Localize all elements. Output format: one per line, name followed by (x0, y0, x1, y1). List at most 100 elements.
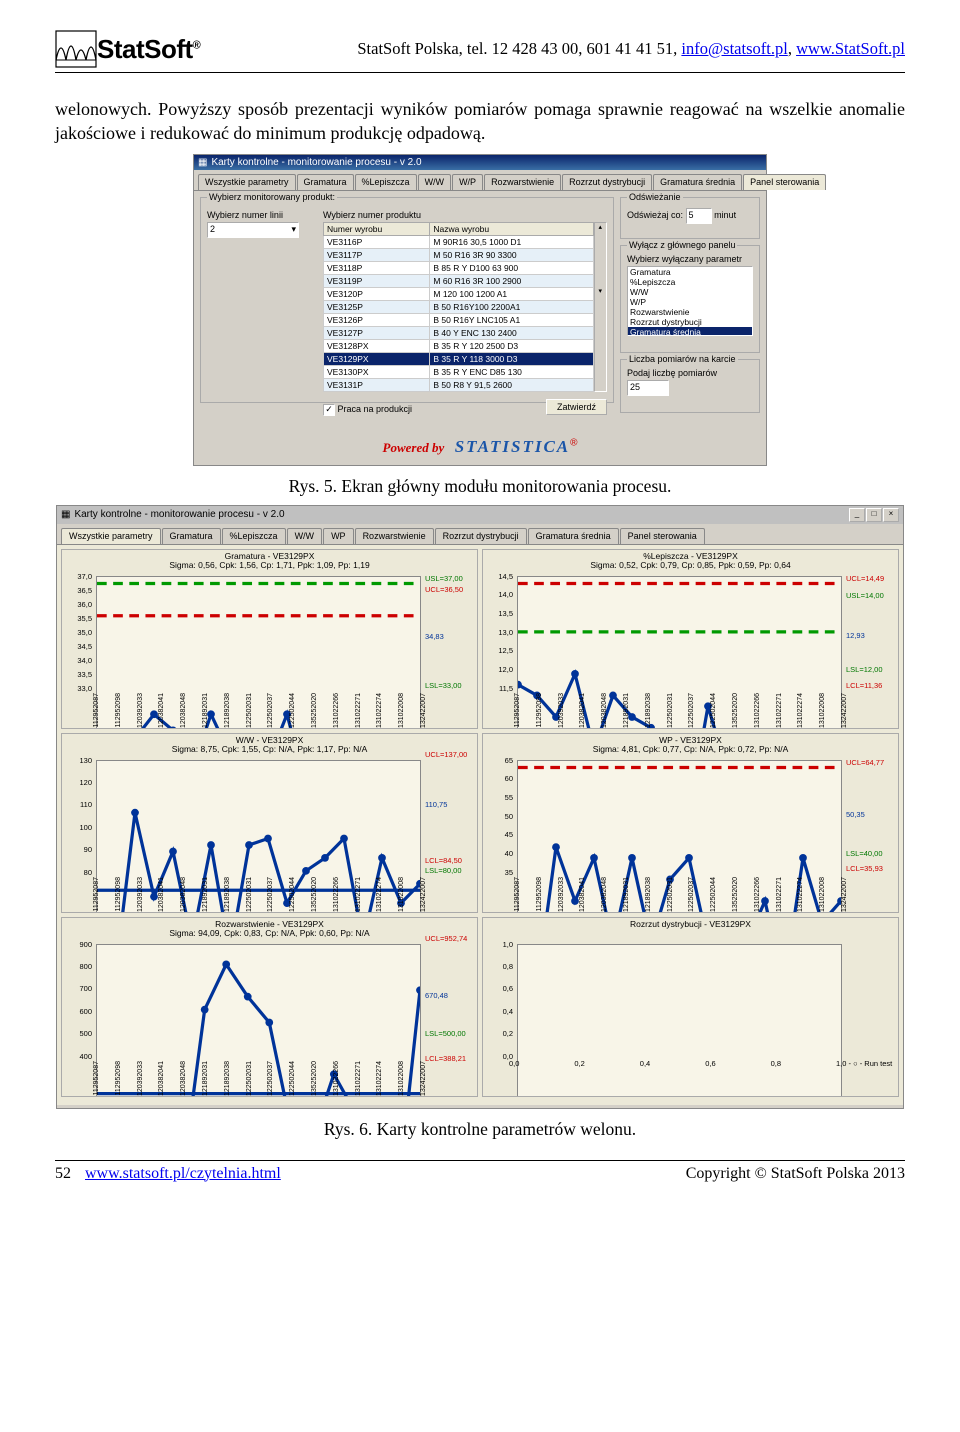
count-input[interactable]: 25 (627, 380, 669, 396)
tab-rozwarstwienie[interactable]: Rozwarstwienie (355, 528, 434, 544)
table-row[interactable]: VE3120PM 120 100 1200 A1 (324, 287, 594, 300)
limit-label: 670,48 (425, 991, 475, 1000)
maximize-button[interactable]: □ (866, 508, 882, 522)
x-tick: 120382041 (158, 877, 165, 912)
header-site-link[interactable]: www.StatSoft.pl (796, 39, 905, 58)
chart-panel-1: %Lepiszcza - VE3129PXSigma: 0,52, Cpk: 0… (482, 549, 899, 729)
tab-rozwarstwienie[interactable]: Rozwarstwienie (484, 174, 561, 190)
chart-title: Gramatura - VE3129PXSigma: 0,56, Cpk: 1,… (62, 550, 477, 572)
tab-rozrzut-dystrybucji[interactable]: Rozrzut dystrybucji (562, 174, 652, 190)
tab-gramatura[interactable]: Gramatura (297, 174, 354, 190)
chart-panel-5: Rozrzut dystrybucji - VE3129PX1,00,80,60… (482, 917, 899, 1097)
table-row[interactable]: VE3127PB 40 Y ENC 130 2400 (324, 326, 594, 339)
footer-link[interactable]: www.statsoft.pl/czytelnia.html (85, 1165, 281, 1182)
table-row[interactable]: VE3126PB 50 R16Y LNC105 A1 (324, 313, 594, 326)
y-tick: 11,5 (485, 684, 513, 693)
refresh-value[interactable]: 5 (686, 208, 712, 224)
list-item[interactable]: Rozwarstwienie (628, 307, 752, 317)
x-tick: 132422007 (841, 877, 848, 912)
x-tick: 122502037 (267, 693, 274, 728)
table-row[interactable]: VE3118PB 85 R Y D100 63 900 (324, 261, 594, 274)
logo-text: StatSoft® (97, 34, 200, 65)
production-checkbox[interactable]: ✓ Praca na produkcji (323, 404, 412, 416)
x-tick: 112952087 (93, 1061, 100, 1096)
tab-w-p[interactable]: W/P (452, 174, 483, 190)
tab-gramatura-rednia[interactable]: Gramatura średnia (528, 528, 619, 544)
limit-label: LCL=11,36 (846, 681, 896, 690)
x-tick: 135252020 (732, 877, 739, 912)
table-row[interactable]: VE3125PB 50 R16Y100 2200A1 (324, 300, 594, 313)
table-row[interactable]: VE3130PXB 35 R Y ENC D85 130 (324, 365, 594, 378)
tab-gramatura-rednia[interactable]: Gramatura średnia (653, 174, 742, 190)
x-tick: 112952087 (514, 877, 521, 912)
header-email-link[interactable]: info@statsoft.pl (681, 39, 787, 58)
list-item[interactable]: W/W (628, 287, 752, 297)
table-row[interactable]: VE3129PXB 35 R Y 118 3000 D3 (324, 352, 594, 365)
x-tick: 132422007 (420, 1061, 427, 1096)
y-tick: 12,0 (485, 665, 513, 674)
tab-w-w[interactable]: W/W (287, 528, 323, 544)
x-tick: 120392033 (558, 693, 565, 728)
x-tick: 131022266 (333, 877, 340, 912)
limit-label: 12,93 (846, 631, 896, 640)
powered-by: Powered by STATISTICA® (194, 437, 766, 457)
x-tick: 131022271 (776, 693, 783, 728)
x-tick: 0,0 (509, 1059, 519, 1068)
tab--lepiszcza[interactable]: %Lepiszcza (222, 528, 286, 544)
y-tick: 34,0 (64, 656, 92, 665)
limit-label: UCL=137,00 (425, 750, 475, 759)
tab--lepiszcza[interactable]: %Lepiszcza (355, 174, 417, 190)
line-number-select[interactable]: 2▾ (207, 222, 299, 238)
x-tick: 0,2 (574, 1059, 584, 1068)
y-tick: 14,0 (485, 590, 513, 599)
page-header: StatSoft® StatSoft Polska, tel. 12 428 4… (55, 30, 905, 73)
x-tick: 112952098 (115, 693, 122, 728)
param-listbox[interactable]: Gramatura%LepiszczaW/WW/PRozwarstwienieR… (627, 266, 753, 336)
list-item[interactable]: Gramatura średnia (628, 327, 752, 336)
list-item[interactable]: Rozrzut dystrybucji (628, 317, 752, 327)
limit-label: LSL=500,00 (425, 1029, 475, 1038)
tab-wszystkie-parametry[interactable]: Wszystkie parametry (198, 174, 296, 190)
limit-label: USL=14,00 (846, 591, 896, 600)
limit-label: 50,35 (846, 810, 896, 819)
tab-panel-sterowania[interactable]: Panel sterowania (620, 528, 705, 544)
y-tick: 100 (64, 823, 92, 832)
close-button[interactable]: × (883, 508, 899, 522)
limit-label: LSL=80,00 (425, 866, 475, 875)
confirm-button[interactable]: Zatwierdź (546, 399, 607, 415)
tab-panel-sterowania[interactable]: Panel sterowania (743, 174, 826, 190)
tab-w-w[interactable]: W/W (418, 174, 452, 190)
minimize-button[interactable]: _ (849, 508, 865, 522)
chart-svg (96, 760, 421, 913)
table-row[interactable]: VE3128PXB 35 R Y 120 2500 D3 (324, 339, 594, 352)
x-tick: 120382041 (158, 1061, 165, 1096)
tab-rozrzut-dystrybucji[interactable]: Rozrzut dystrybucji (435, 528, 527, 544)
y-tick: 130 (64, 756, 92, 765)
y-tick: 65 (485, 756, 513, 765)
limit-label: UCL=64,77 (846, 758, 896, 767)
list-item[interactable]: Gramatura (628, 267, 752, 277)
table-row[interactable]: VE3117PM 50 R16 3R 90 3300 (324, 248, 594, 261)
x-tick: 0,6 (705, 1059, 715, 1068)
table-row[interactable]: VE3131PB 50 R8 Y 91,5 2600 (324, 378, 594, 391)
x-tick: 135252020 (311, 877, 318, 912)
table-row[interactable]: VE3119PM 60 R16 3R 100 2900 (324, 274, 594, 287)
limit-label: LSL=40,00 (846, 849, 896, 858)
x-tick: 122502044 (289, 877, 296, 912)
tab-wp[interactable]: WP (323, 528, 354, 544)
y-tick: 45 (485, 830, 513, 839)
scrollbar[interactable]: ▴▾ (594, 222, 607, 392)
y-tick: 50 (485, 812, 513, 821)
list-item[interactable]: %Lepiszcza (628, 277, 752, 287)
list-item[interactable]: W/P (628, 297, 752, 307)
product-table[interactable]: Numer wyrobuNazwa wyrobuVE3116PM 90R16 3… (323, 222, 594, 392)
y-tick: 1,0 (485, 940, 513, 949)
x-tick: 112952087 (93, 693, 100, 728)
x-tick: 131022008 (819, 877, 826, 912)
tab-gramatura[interactable]: Gramatura (162, 528, 221, 544)
table-row[interactable]: VE3116PM 90R16 30,5 1000 D1 (324, 235, 594, 248)
x-tick: 122502031 (667, 877, 674, 912)
x-tick: 131022271 (355, 877, 362, 912)
tab-wszystkie-parametry[interactable]: Wszystkie parametry (61, 528, 161, 544)
count-label: Podaj liczbę pomiarów (627, 368, 753, 378)
